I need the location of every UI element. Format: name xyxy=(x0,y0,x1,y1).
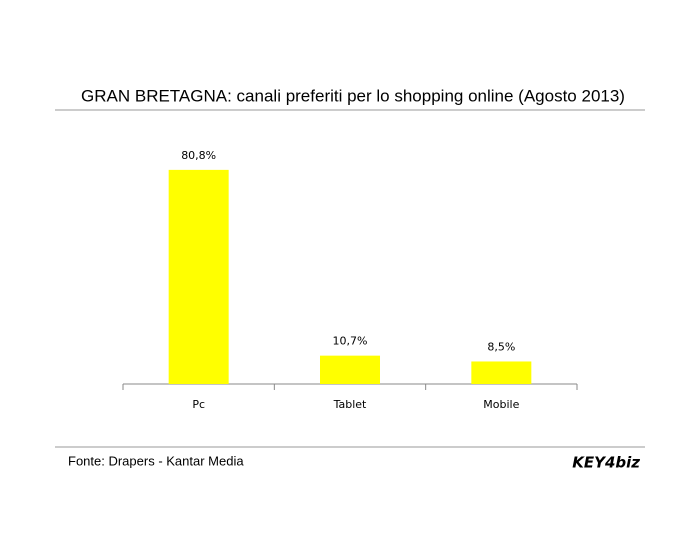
source: Fonte: Drapers - Kantar Media xyxy=(68,453,244,468)
bar xyxy=(168,169,229,384)
data-label: 8,5% xyxy=(487,340,515,353)
logo: KEY4biz xyxy=(572,454,640,472)
bar xyxy=(471,361,532,384)
data-label: 10,7% xyxy=(333,335,368,348)
x-tick-label: Mobile xyxy=(483,398,519,411)
bar xyxy=(320,355,380,384)
x-tick-label: Pc xyxy=(192,398,205,411)
x-tick-label: Tablet xyxy=(333,398,367,411)
data-label: 80,8% xyxy=(181,149,216,162)
chart-title: GRAN BRETAGNA: canali preferiti per lo s… xyxy=(81,86,625,105)
